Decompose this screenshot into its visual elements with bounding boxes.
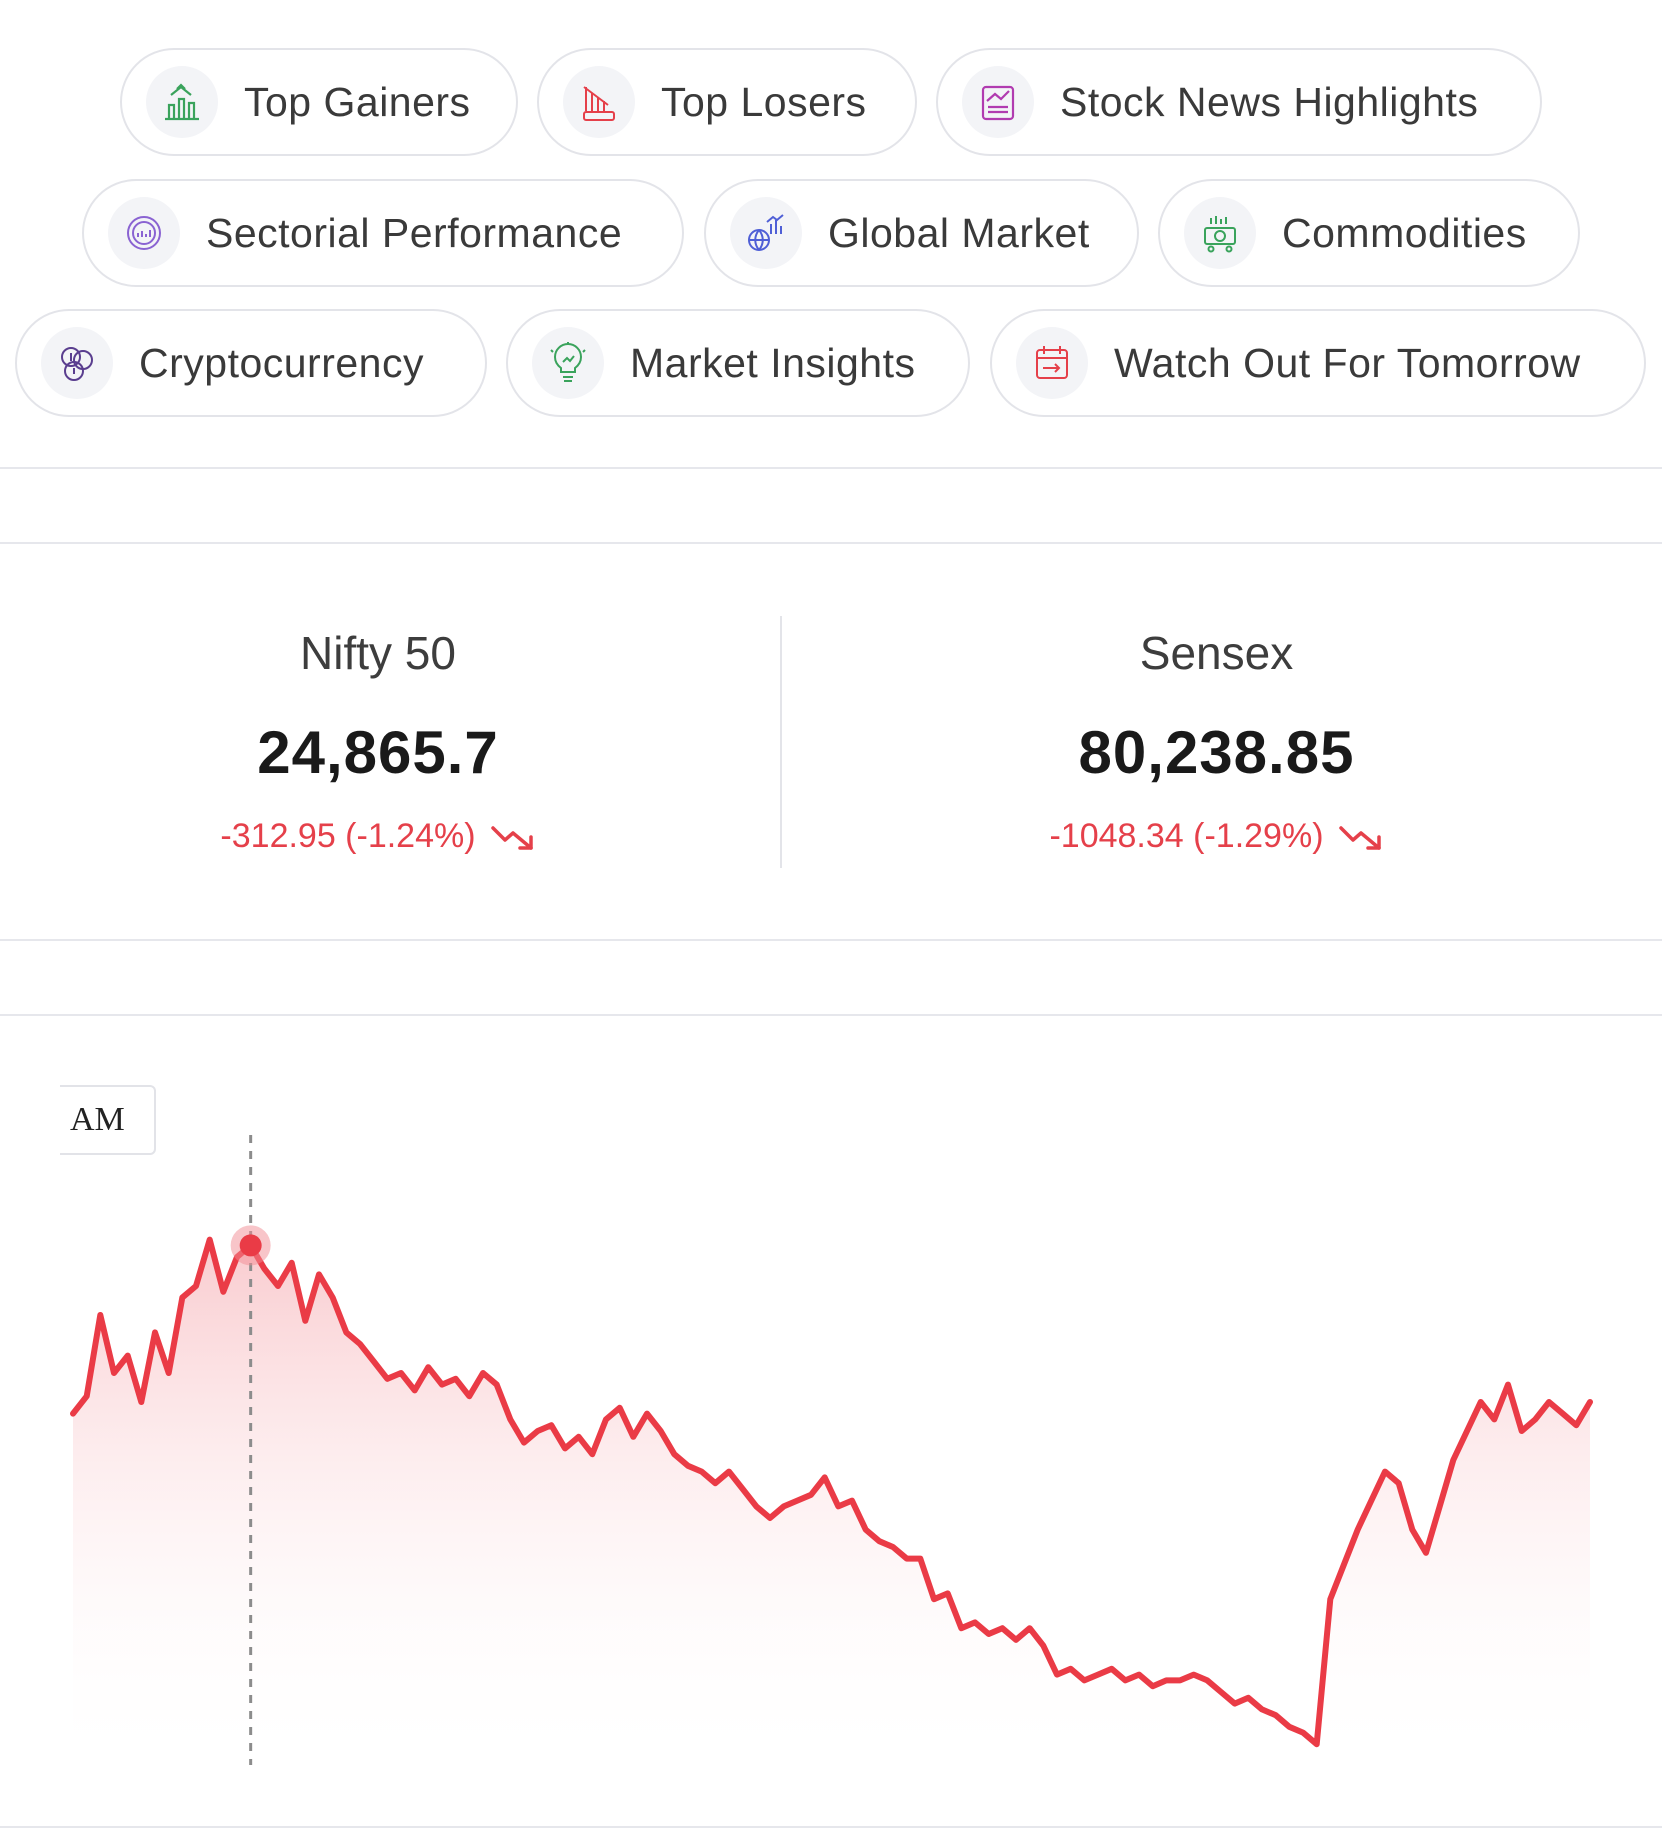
commodities-chip[interactable]: Commodities	[1158, 179, 1580, 287]
cryptocurrency-chip[interactable]: Cryptocurrency	[15, 309, 487, 417]
trend-down-icon	[490, 825, 533, 850]
nifty-name: Nifty 50	[300, 627, 456, 679]
watch-out-tomorrow-label: Watch Out For Tomorrow	[1114, 339, 1581, 386]
divider-chart-top	[0, 1014, 1662, 1016]
bulb-chart-icon	[532, 327, 604, 399]
news-chart-icon	[962, 66, 1034, 138]
stock-news-label: Stock News Highlights	[1060, 78, 1479, 125]
trend-down-icon	[1338, 825, 1381, 850]
gainers-bars-icon	[146, 66, 218, 138]
sensex-name: Sensex	[1139, 627, 1294, 679]
divider-bottom	[0, 1826, 1662, 1828]
cryptocurrency-label: Cryptocurrency	[139, 339, 424, 386]
sectorial-performance-label: Sectorial Performance	[206, 209, 623, 256]
divider-indices-top	[0, 542, 1662, 544]
top-losers-label: Top Losers	[661, 78, 867, 125]
top-gainers-label: Top Gainers	[244, 78, 471, 125]
chart-tooltip: AM	[60, 1085, 156, 1155]
money-cart-icon	[1184, 197, 1256, 269]
loss-chart-icon	[563, 66, 635, 138]
chart-area-fill	[73, 1239, 1590, 1770]
chip-row-1: Top Gainers Top Losers Stock News Highli…	[0, 48, 1662, 160]
market-insights-label: Market Insights	[630, 339, 916, 386]
top-losers-chip[interactable]: Top Losers	[537, 48, 917, 156]
nifty-panel[interactable]: Nifty 50 24,865.7 -312.95 (-1.24%)	[0, 600, 756, 870]
sensex-panel[interactable]: Sensex 80,238.85 -1048.34 (-1.29%)	[790, 600, 1643, 870]
commodities-label: Commodities	[1282, 209, 1527, 256]
sensex-change-text: -1048.34 (-1.29%)	[1049, 817, 1324, 855]
nifty-change: -312.95 (-1.24%)	[220, 817, 535, 856]
chip-row-2: Sectorial Performance Global Market Comm…	[0, 179, 1662, 291]
globe-chart-icon	[730, 197, 802, 269]
watch-out-tomorrow-chip[interactable]: Watch Out For Tomorrow	[990, 309, 1646, 417]
global-market-label: Global Market	[828, 209, 1090, 256]
chart-marker-dot	[239, 1234, 262, 1257]
indices-separator	[780, 616, 782, 868]
crypto-coins-icon	[41, 327, 113, 399]
nifty-value: 24,865.7	[257, 719, 499, 786]
sensex-change: -1048.34 (-1.29%)	[1049, 817, 1383, 856]
stock-news-chip[interactable]: Stock News Highlights	[936, 48, 1542, 156]
chart-tooltip-text: AM	[70, 1101, 125, 1138]
divider-top	[0, 467, 1662, 469]
global-market-chip[interactable]: Global Market	[704, 179, 1139, 287]
price-chart[interactable]	[0, 1030, 1662, 1790]
chart-price-line	[70, 1236, 1593, 1748]
top-gainers-chip[interactable]: Top Gainers	[120, 48, 518, 156]
sector-target-icon	[108, 197, 180, 269]
divider-indices-bottom	[0, 939, 1662, 941]
chip-row-3: Cryptocurrency Market Insights Watch Out…	[0, 309, 1662, 421]
sectorial-performance-chip[interactable]: Sectorial Performance	[82, 179, 684, 287]
market-insights-chip[interactable]: Market Insights	[506, 309, 970, 417]
calendar-arrow-icon	[1016, 327, 1088, 399]
nifty-change-text: -312.95 (-1.24%)	[220, 817, 476, 855]
sensex-value: 80,238.85	[1078, 719, 1355, 786]
